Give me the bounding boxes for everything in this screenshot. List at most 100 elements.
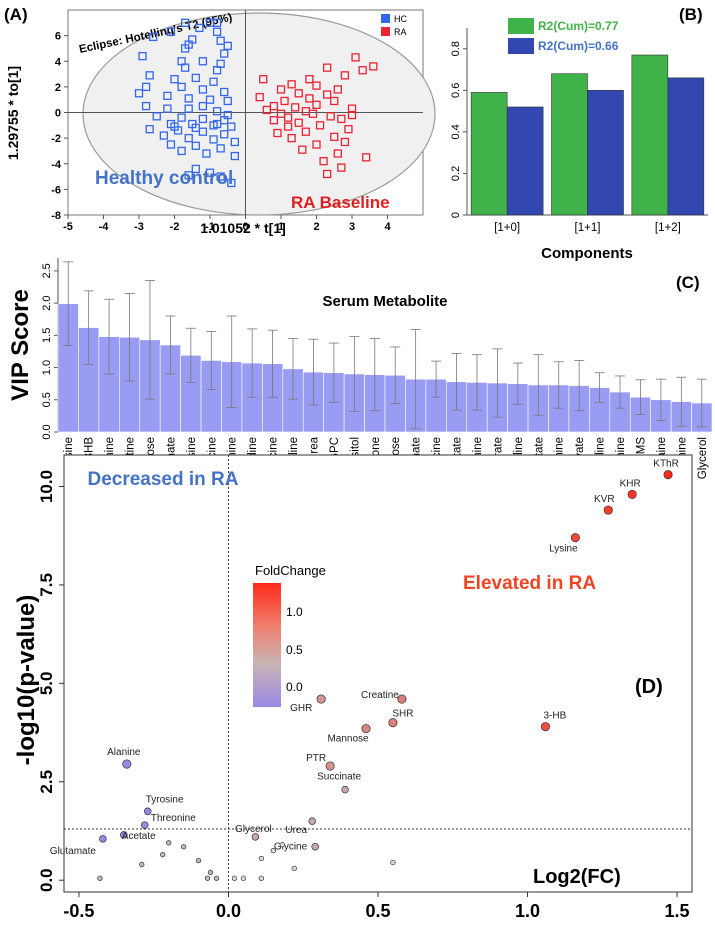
panel-a-point-ra xyxy=(312,140,321,149)
panel-a-point-hc xyxy=(191,141,200,150)
panel-a-point-hc xyxy=(166,140,176,149)
panel-a-point-ra xyxy=(294,118,303,127)
panel-d-label: (D) xyxy=(635,676,663,698)
panel-a-point-hc xyxy=(184,171,193,180)
panel-a-point-hc xyxy=(212,107,222,116)
panel-b-legend-swatch xyxy=(508,18,534,34)
panel-d-point xyxy=(361,724,371,734)
panel-c-y-tick-label: 0.0 xyxy=(41,424,53,439)
panel-d-point-label: Tyrosine xyxy=(146,794,184,805)
panel-a-point-hc xyxy=(205,95,215,104)
panel-d-point-label: KThR xyxy=(653,459,679,470)
panel-a-point-hc xyxy=(227,178,236,188)
panel-d-point-label: Glycine xyxy=(274,842,308,853)
panel-d-point xyxy=(570,533,580,543)
panel-a-point-hc xyxy=(220,49,229,58)
foldchange-legend-tick-label: 0.0 xyxy=(286,680,303,694)
panel-d-point-label: Mannose xyxy=(327,734,369,745)
panel-a-y-tick-label: 2 xyxy=(55,82,61,94)
panel-a-point-hc xyxy=(145,125,154,134)
panel-d-point xyxy=(663,470,673,480)
decreased-label-text: Decreased in RA xyxy=(87,469,238,490)
panel-a-point-ra xyxy=(337,163,346,172)
panel-a-point-hc xyxy=(141,82,151,92)
healthy-control-label: Healthy control xyxy=(95,168,233,189)
panel-d-point xyxy=(204,875,211,881)
panel-c-vip-scores: (C) Serum Metabolite VIP Score 0.0 0.5 1.0… xyxy=(7,258,713,509)
panel-a-point-ra xyxy=(273,128,282,138)
panel-a-x-tick-label: 2 xyxy=(313,221,319,233)
panel-a-point-ra xyxy=(294,89,303,98)
panel-d-point-label: Glycerol xyxy=(235,824,272,835)
panel-c-category-label: 3HB xyxy=(84,437,96,460)
panel-d-point xyxy=(325,761,335,771)
panel-d-point xyxy=(397,694,407,704)
panel-a-x-tick-label: -2 xyxy=(170,221,180,233)
panel-c-y-tick-label: 2.5 xyxy=(41,263,53,278)
panel-d-point xyxy=(390,859,396,866)
panel-b-legend-label: R2(Cum)=0.77 xyxy=(538,19,619,33)
panel-a-y-tick-label: 4 xyxy=(55,56,62,68)
panel-a-x-tick-label: -3 xyxy=(134,221,144,233)
panel-d-point xyxy=(251,833,260,841)
panel-d-point xyxy=(270,848,276,854)
panel-a-point-hc xyxy=(180,44,190,53)
panel-a-point-ra xyxy=(330,132,339,141)
panel-a-point-hc xyxy=(223,41,232,51)
panel-d-point-label: GHR xyxy=(290,703,312,714)
panel-a-x-tick-label: 1 xyxy=(278,221,284,233)
panel-a-point-hc xyxy=(223,110,232,120)
panel-a-point-ra xyxy=(358,66,367,75)
panel-d-point xyxy=(122,759,132,769)
panel-c-title: Serum Metabolite xyxy=(322,293,447,310)
panel-a-y-label: 1.29755 * to[1] xyxy=(5,66,21,160)
panel-d-point xyxy=(240,875,247,881)
panel-a-point-hc xyxy=(212,119,222,129)
panel-d-point xyxy=(180,844,187,850)
panel-c-y-tick-label: 1.0 xyxy=(41,360,53,375)
panel-d-point xyxy=(207,869,214,875)
panel-a-legend-swatch-hc xyxy=(381,14,390,23)
panel-a-point-ra xyxy=(262,105,271,115)
panel-d-volcano-plot: -0.5 0.0 0.5 1.0 1.5 0.0 2.5 5.0 7.5 10.0 Decreas… xyxy=(13,454,693,921)
panel-d-point-label: Urea xyxy=(285,825,307,836)
panel-a-point-hc xyxy=(177,113,186,122)
panel-a-point-ra xyxy=(259,75,268,84)
panel-a-point-ra xyxy=(287,133,296,143)
panel-a-point-ra xyxy=(333,149,342,158)
panel-c-y-label: VIP Score xyxy=(7,289,34,401)
panel-a-point-ra xyxy=(344,125,353,134)
panel-a-point-hc xyxy=(212,66,222,75)
panel-c-y-tick-label: 1.5 xyxy=(41,328,53,343)
panel-d-point-label: 3-HB xyxy=(543,711,566,722)
panel-a-point-hc xyxy=(163,91,172,100)
panel-d-y-tick-label: 10.0 xyxy=(37,470,56,503)
panel-d-point xyxy=(279,842,285,848)
panel-d-point-label: PTR xyxy=(306,753,326,764)
panel-c-label: (C) xyxy=(676,273,700,292)
panel-b-bar xyxy=(587,90,624,216)
panel-a-x-label: 1.01052 * t[1] xyxy=(200,220,286,236)
panel-b-x-label: Components xyxy=(541,245,633,262)
panel-a-point-hc xyxy=(159,131,169,140)
panel-a-legend-label: HC xyxy=(394,14,407,24)
panel-a-label: (A) xyxy=(4,5,28,24)
panel-a-point-ra xyxy=(269,116,279,125)
foldchange-legend-tick-label: 0.5 xyxy=(286,643,303,657)
panel-a-point-ra xyxy=(283,113,293,122)
panel-a-point-hc xyxy=(223,96,232,106)
panel-a-x-tick-label: -1 xyxy=(205,221,215,233)
panel-a-point-hc xyxy=(202,149,211,158)
panel-d-y-tick-label: 5.0 xyxy=(37,672,56,696)
panel-a-point-hc xyxy=(216,144,225,153)
panel-b-y-tick-label: 0.2 xyxy=(450,166,462,181)
panel-a-point-hc xyxy=(152,112,161,121)
panel-a-legend-label: RA xyxy=(394,27,407,37)
panel-d-point-label: Creatine xyxy=(361,690,399,701)
panel-a-y-tick-label: 6 xyxy=(55,31,61,43)
elevated-label: Elevated in RA xyxy=(463,573,596,594)
panel-c-y-tick-label: 2.0 xyxy=(41,295,53,310)
panel-d-point xyxy=(166,840,172,846)
panel-a-x-tick-label: 4 xyxy=(384,221,391,233)
